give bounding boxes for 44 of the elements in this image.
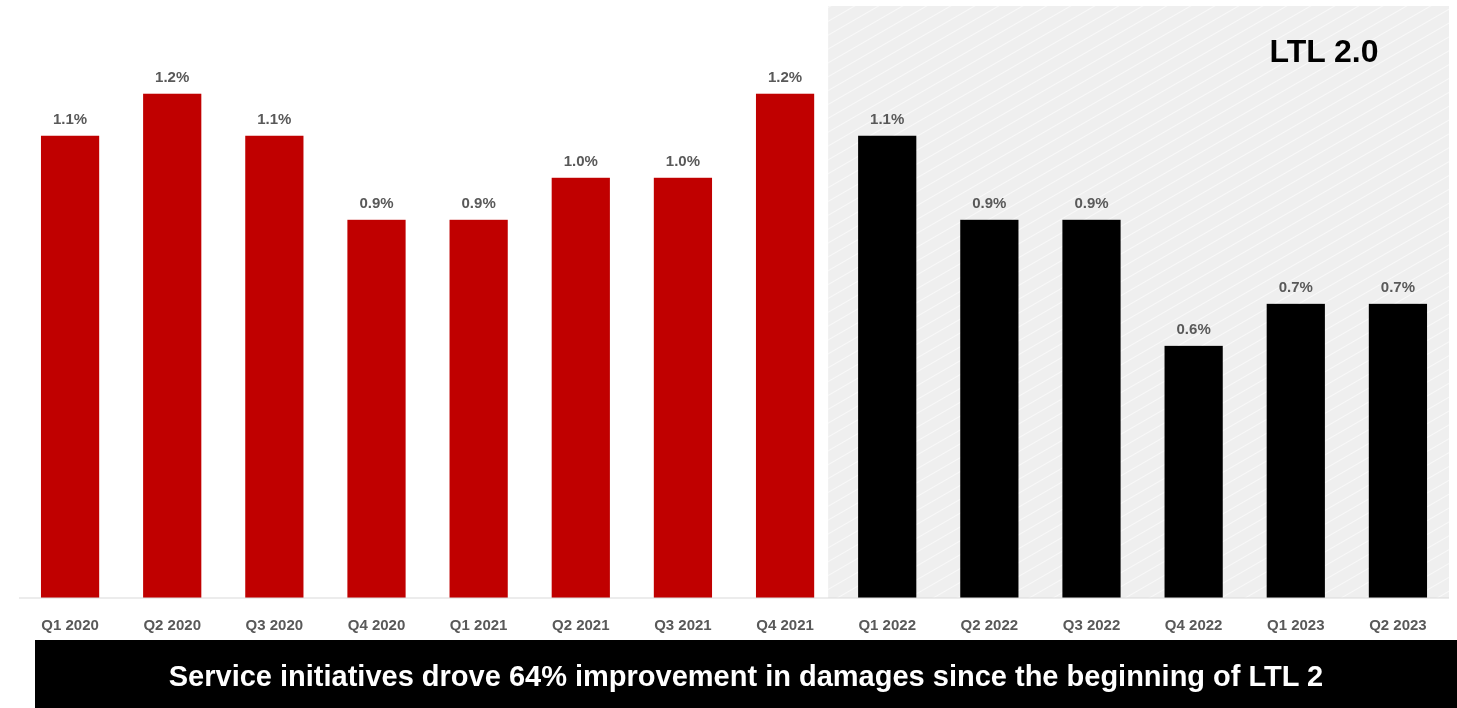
x-tick-label: Q2 2022 [960,616,1019,633]
bar [1368,303,1428,598]
data-label: 1.1% [870,109,905,127]
bar [143,93,202,598]
data-label: 0.9% [359,193,394,211]
x-tick-label: Q2 2020 [143,616,201,633]
bar [1062,219,1121,598]
bar [245,135,304,598]
data-label: 1.1% [52,109,88,127]
bar [960,219,1019,598]
x-tick-label: Q4 2021 [756,616,814,633]
x-tick-label: Q4 2022 [1164,616,1223,633]
bar [40,135,100,598]
band-label: LTL 2.0 [1269,33,1379,69]
bar [858,135,917,598]
bar [755,93,815,598]
x-tick-label: Q3 2022 [1062,616,1121,633]
x-tick-label: Q4 2020 [347,616,406,633]
data-label: 1.0% [563,151,598,169]
data-label: 0.7% [1278,277,1313,295]
bar [449,219,508,598]
bar [551,177,610,598]
data-label: 1.0% [665,151,701,169]
data-label: 0.6% [1176,319,1211,337]
data-label: 0.9% [461,193,496,211]
data-label: 1.1% [257,109,292,127]
text: Service initiatives drove 64% improvement in damages since the beginning of LTL 2 [168,660,1324,692]
x-tick-label: Q2 2021 [552,616,610,633]
x-tick-label: Q1 2022 [858,616,916,633]
bar [653,177,713,598]
x-tick-label: Q1 2020 [41,616,99,633]
x-tick-label: Q3 2020 [245,616,304,633]
bar [1164,345,1223,598]
x-tick-label: Q1 2021 [449,616,508,633]
data-label: 0.9% [972,193,1007,211]
data-label: 0.9% [1074,193,1109,211]
data-label: 0.7% [1380,277,1416,295]
x-tick-label: Q2 2023 [1369,616,1427,633]
bar [347,219,406,598]
x-tick-label: Q1 2023 [1267,616,1325,633]
bar [1266,303,1325,598]
data-label: 1.2% [155,67,190,85]
x-tick-label: Q3 2021 [654,616,712,633]
data-label: 1.2% [767,67,803,85]
